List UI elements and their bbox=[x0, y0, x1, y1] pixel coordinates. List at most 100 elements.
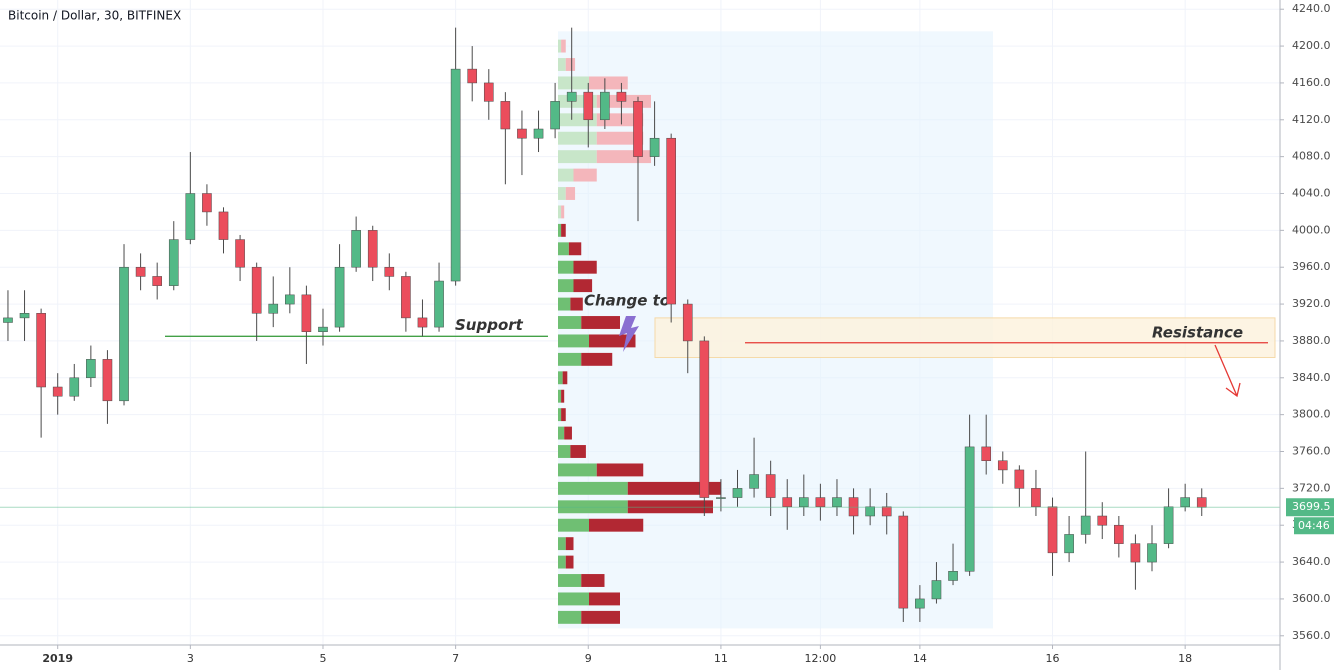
candle-body bbox=[1047, 506, 1058, 554]
profile-down bbox=[561, 205, 565, 219]
profile-down bbox=[561, 389, 565, 403]
y-tick-label: 3720.0 bbox=[1292, 481, 1331, 494]
profile-down bbox=[561, 408, 566, 422]
profile-down bbox=[581, 610, 620, 624]
candle-body bbox=[384, 266, 395, 277]
candle-body bbox=[334, 266, 345, 328]
candle-body bbox=[3, 317, 13, 323]
y-tick-label: 3920.0 bbox=[1292, 297, 1331, 310]
y-tick-label: 4200.0 bbox=[1292, 39, 1331, 52]
profile-down bbox=[573, 279, 593, 293]
candle-body bbox=[964, 446, 975, 572]
candle-body bbox=[434, 280, 444, 328]
x-tick-label: 18 bbox=[1178, 652, 1192, 665]
profile-down bbox=[561, 223, 566, 237]
candle-body bbox=[1064, 534, 1074, 554]
candle-body bbox=[666, 137, 676, 305]
profile-down bbox=[589, 334, 636, 348]
profile-up bbox=[558, 187, 566, 200]
profile-up bbox=[558, 555, 566, 569]
profile-up bbox=[558, 463, 597, 477]
x-tick-label: 11 bbox=[714, 652, 728, 665]
candle-body bbox=[152, 276, 162, 286]
profile-down bbox=[581, 574, 605, 587]
profile-down bbox=[581, 352, 613, 366]
profile-down bbox=[596, 150, 651, 164]
candle-body bbox=[168, 239, 179, 286]
candle-body bbox=[981, 446, 992, 461]
candle-body bbox=[301, 294, 312, 332]
y-tick-label: 3960.0 bbox=[1292, 260, 1331, 273]
profile-down bbox=[596, 131, 644, 145]
candle-body bbox=[583, 91, 594, 121]
change-label: Change to bbox=[584, 292, 670, 310]
profile-down bbox=[627, 481, 721, 495]
candle-body bbox=[1196, 497, 1207, 508]
candle-body bbox=[716, 497, 726, 499]
candle-body bbox=[102, 359, 113, 402]
x-tick-label: 7 bbox=[452, 652, 459, 665]
candle-body bbox=[517, 128, 527, 139]
candle-body bbox=[1031, 488, 1041, 508]
profile-up bbox=[558, 131, 597, 145]
x-tick-label: 16 bbox=[1046, 652, 1060, 665]
candle-body bbox=[732, 488, 743, 498]
profile-down bbox=[589, 76, 628, 90]
candle-body bbox=[351, 230, 361, 268]
candle-body bbox=[533, 128, 544, 139]
profile-down bbox=[565, 537, 574, 551]
profile-down bbox=[589, 518, 644, 532]
candle-body bbox=[1147, 543, 1157, 563]
profile-up bbox=[558, 76, 589, 90]
profile-up bbox=[558, 610, 582, 624]
candle-body bbox=[268, 303, 279, 314]
y-tick-label: 4040.0 bbox=[1292, 187, 1331, 200]
candle-body bbox=[799, 497, 809, 508]
profile-up bbox=[558, 316, 582, 329]
candle-body bbox=[36, 313, 46, 388]
resistance-zone bbox=[654, 317, 1276, 359]
profile-down bbox=[568, 242, 582, 256]
y-tick-label: 4160.0 bbox=[1292, 76, 1331, 89]
candle-body bbox=[550, 101, 560, 130]
profile-down bbox=[589, 592, 620, 606]
candle-body bbox=[185, 193, 196, 240]
candle-body bbox=[765, 474, 776, 498]
candle-body bbox=[417, 317, 428, 328]
y-tick-label: 3600.0 bbox=[1292, 592, 1331, 605]
profile-up bbox=[558, 592, 589, 606]
profile-up bbox=[558, 279, 574, 293]
chart-title: Bitcoin / Dollar, 30, BITFINEX bbox=[8, 9, 181, 23]
last-price-label: 3699.5 bbox=[1292, 500, 1331, 513]
profile-up bbox=[558, 334, 589, 348]
candle-body bbox=[881, 506, 892, 517]
candle-body bbox=[1114, 524, 1124, 544]
plot: Support Change to Resistance bbox=[0, 27, 1280, 629]
profile-down bbox=[573, 260, 597, 274]
candle-body bbox=[600, 91, 610, 121]
y-tick-label: 3800.0 bbox=[1292, 408, 1331, 421]
y-tick-label: 4120.0 bbox=[1292, 113, 1331, 126]
y-tick-label: 4000.0 bbox=[1292, 223, 1331, 236]
last-price-box bbox=[1286, 498, 1334, 517]
y-tick-label: 3840.0 bbox=[1292, 371, 1331, 384]
profile-down bbox=[564, 426, 572, 440]
profile-up bbox=[558, 223, 562, 237]
candle-body bbox=[483, 82, 494, 102]
candle-body bbox=[682, 303, 693, 342]
countdown-label: 04:46 bbox=[1298, 519, 1330, 532]
candle-body bbox=[1130, 543, 1141, 563]
candle-body bbox=[699, 340, 710, 498]
candle-body bbox=[285, 294, 295, 305]
x-tick-label: 14 bbox=[913, 652, 927, 665]
candle-body bbox=[649, 137, 660, 157]
profile-up bbox=[558, 242, 569, 256]
candle-body bbox=[367, 230, 378, 268]
candle-body bbox=[318, 326, 328, 332]
candle-body bbox=[450, 68, 461, 282]
candle-body bbox=[52, 386, 63, 397]
candle-body bbox=[898, 515, 909, 609]
y-tick-label: 3880.0 bbox=[1292, 334, 1331, 347]
profile-down bbox=[561, 39, 566, 53]
candle-body bbox=[749, 474, 759, 489]
